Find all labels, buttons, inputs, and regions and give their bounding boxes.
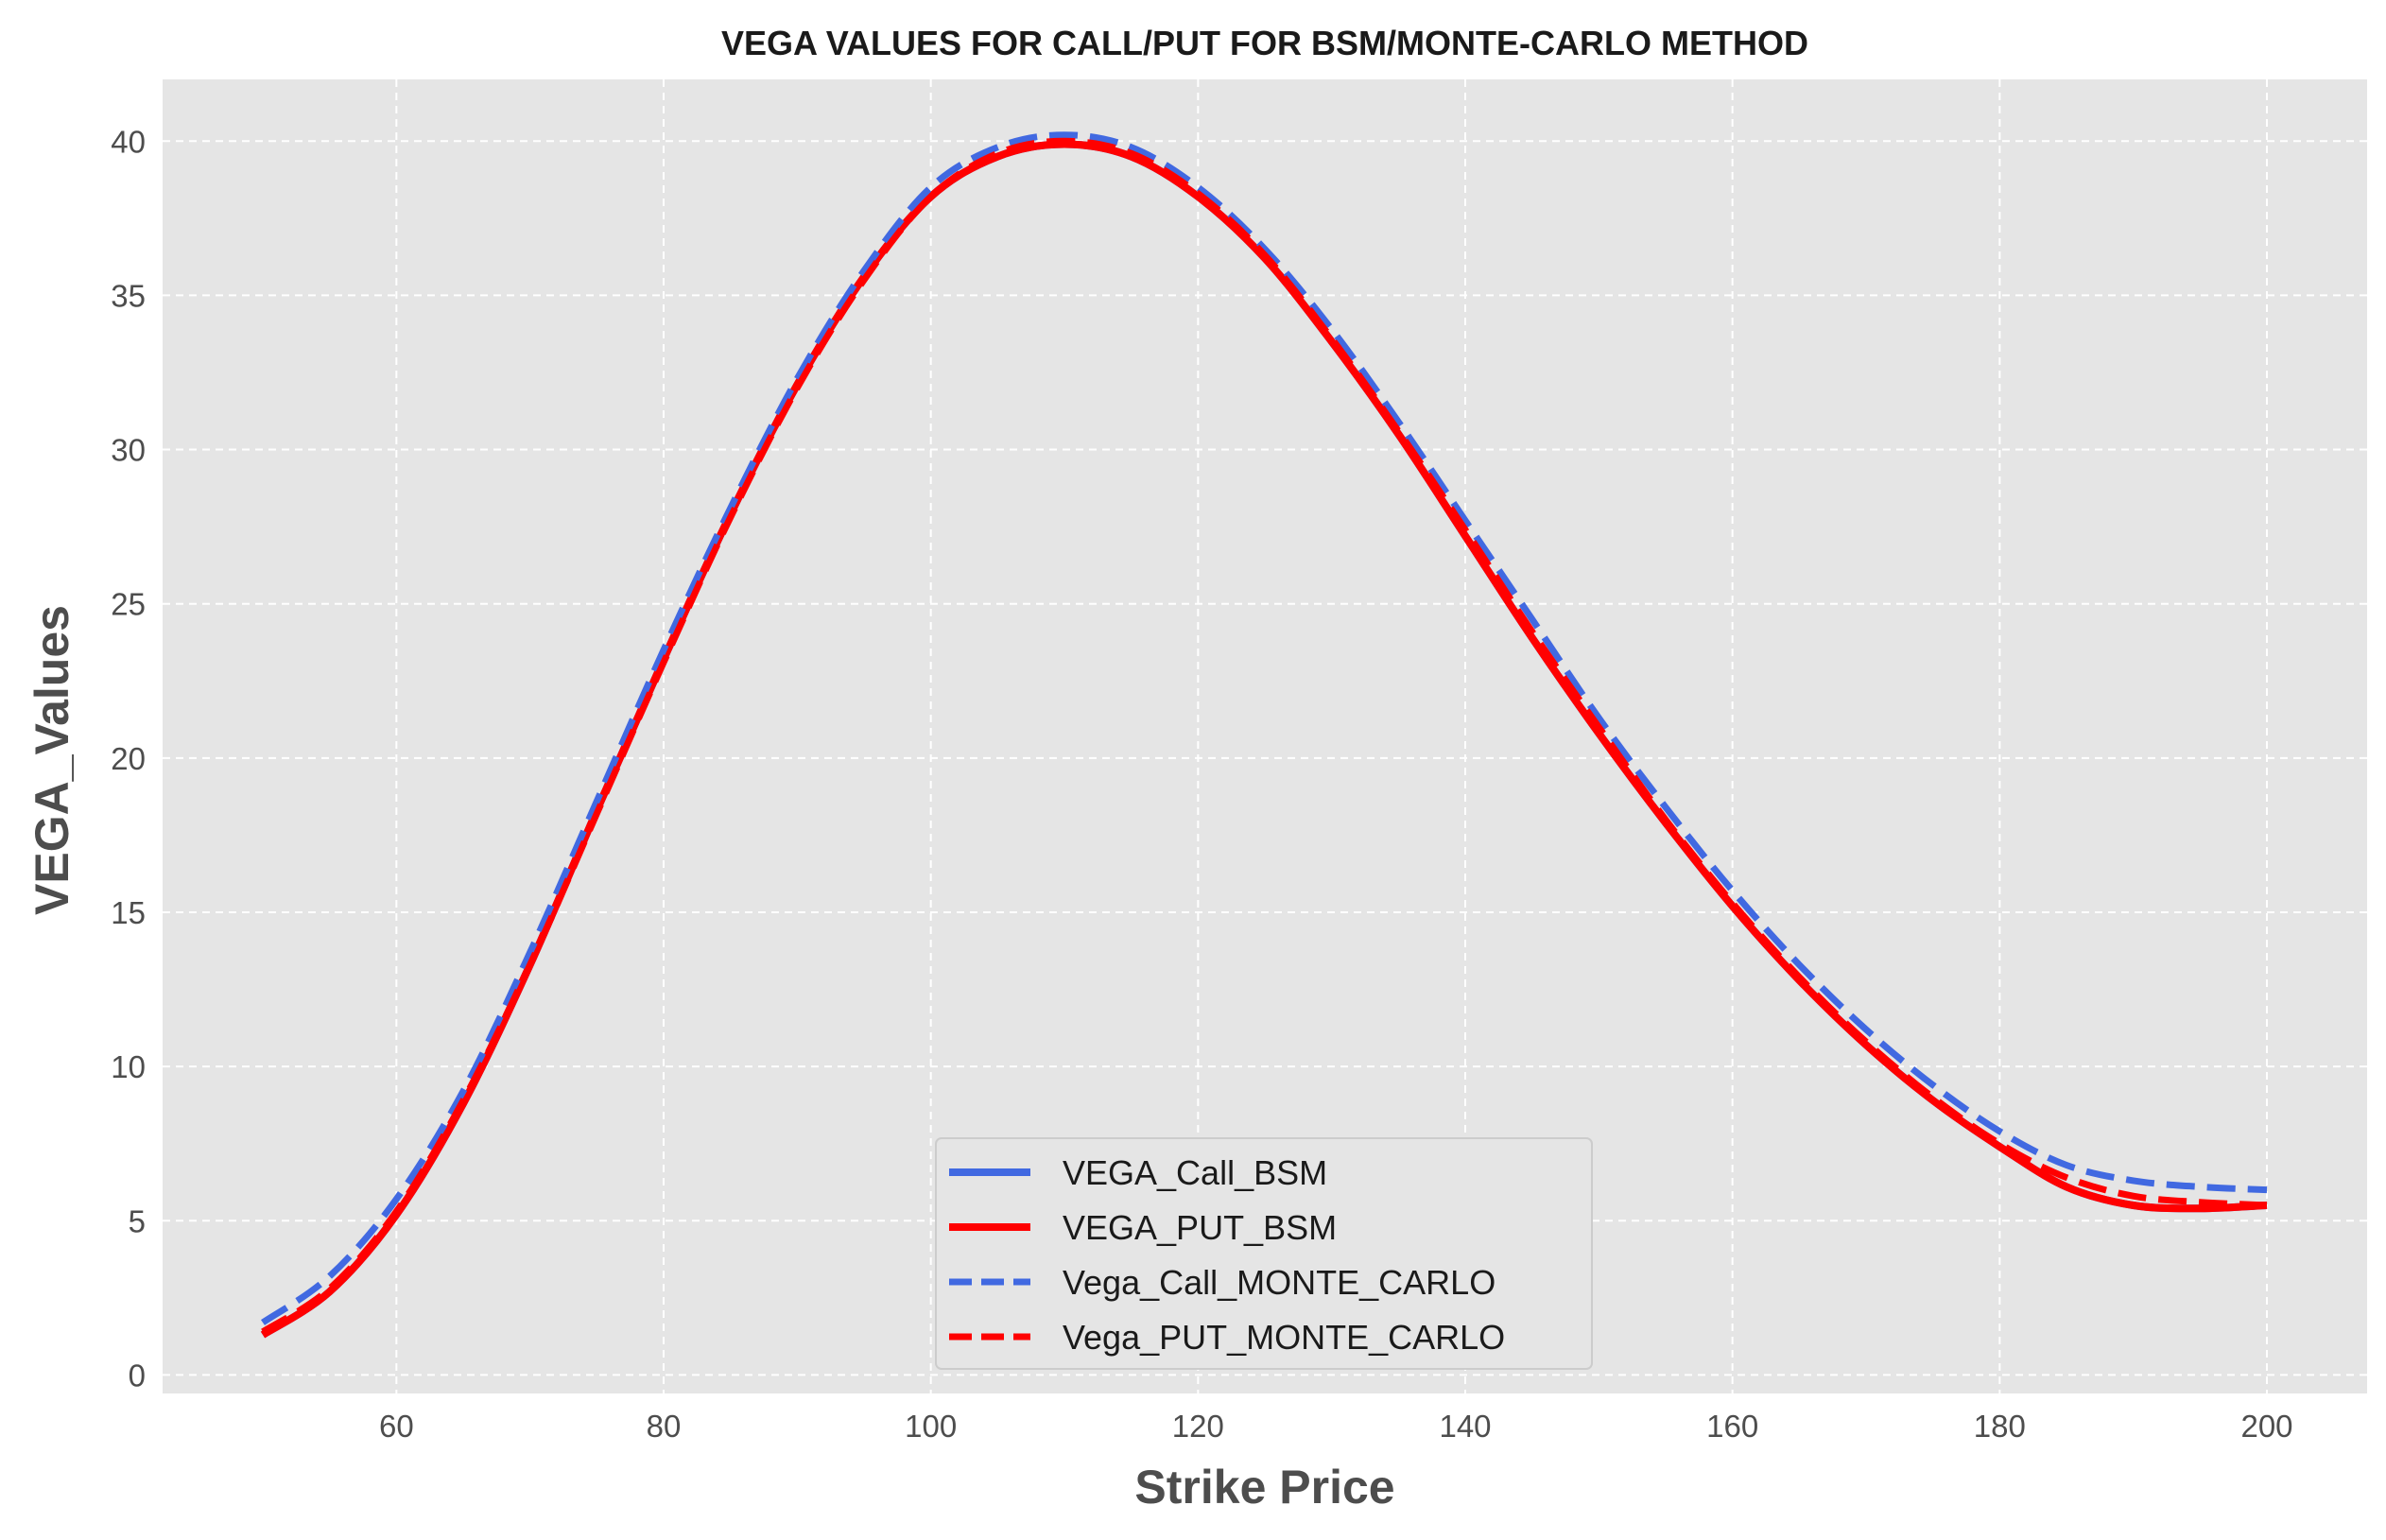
y-tick-label: 0 <box>129 1358 146 1393</box>
y-tick-label: 20 <box>111 741 146 776</box>
x-tick-label: 140 <box>1439 1409 1491 1444</box>
legend-box <box>935 1137 1593 1370</box>
tick-labels: 60 80 100 120 140 160 180 200 0 5 10 15 20 25 30 35 40 <box>111 124 2292 1444</box>
legend-label: Vega_PUT_MONTE_CARLO <box>1063 1318 1505 1357</box>
x-tick-label: 100 <box>905 1409 957 1444</box>
y-tick-label: 35 <box>111 278 146 313</box>
y-tick-label: 10 <box>111 1049 146 1084</box>
y-tick-label: 40 <box>111 124 146 159</box>
x-tick-label: 120 <box>1172 1409 1224 1444</box>
x-tick-label: 60 <box>379 1409 414 1444</box>
chart-title: VEGA VALUES FOR CALL/PUT FOR BSM/MONTE-C… <box>721 24 1808 62</box>
legend-label: VEGA_Call_BSM <box>1063 1153 1327 1192</box>
legend-label: VEGA_PUT_BSM <box>1063 1208 1337 1247</box>
x-tick-label: 80 <box>647 1409 682 1444</box>
legend: VEGA_Call_BSM VEGA_PUT_BSM Vega_Call_MONTE… <box>935 1137 1593 1370</box>
series-line-vega-put-monte-carlo <box>261 137 2268 1335</box>
legend-label: Vega_Call_MONTE_CARLO <box>1063 1263 1496 1302</box>
series-lines <box>260 131 2268 1339</box>
x-tick-label: 180 <box>1974 1409 2026 1444</box>
series-line-vega-call-monte-carlo <box>261 131 2268 1325</box>
y-tick-label: 25 <box>111 587 146 622</box>
x-tick-label: 200 <box>2240 1409 2292 1444</box>
x-tick-label: 160 <box>1706 1409 1758 1444</box>
y-tick-label: 5 <box>129 1203 146 1238</box>
y-axis-label: VEGA_Values <box>26 605 78 915</box>
y-tick-label: 30 <box>111 433 146 468</box>
y-tick-label: 15 <box>111 895 146 930</box>
x-axis-label: Strike Price <box>1134 1461 1394 1514</box>
